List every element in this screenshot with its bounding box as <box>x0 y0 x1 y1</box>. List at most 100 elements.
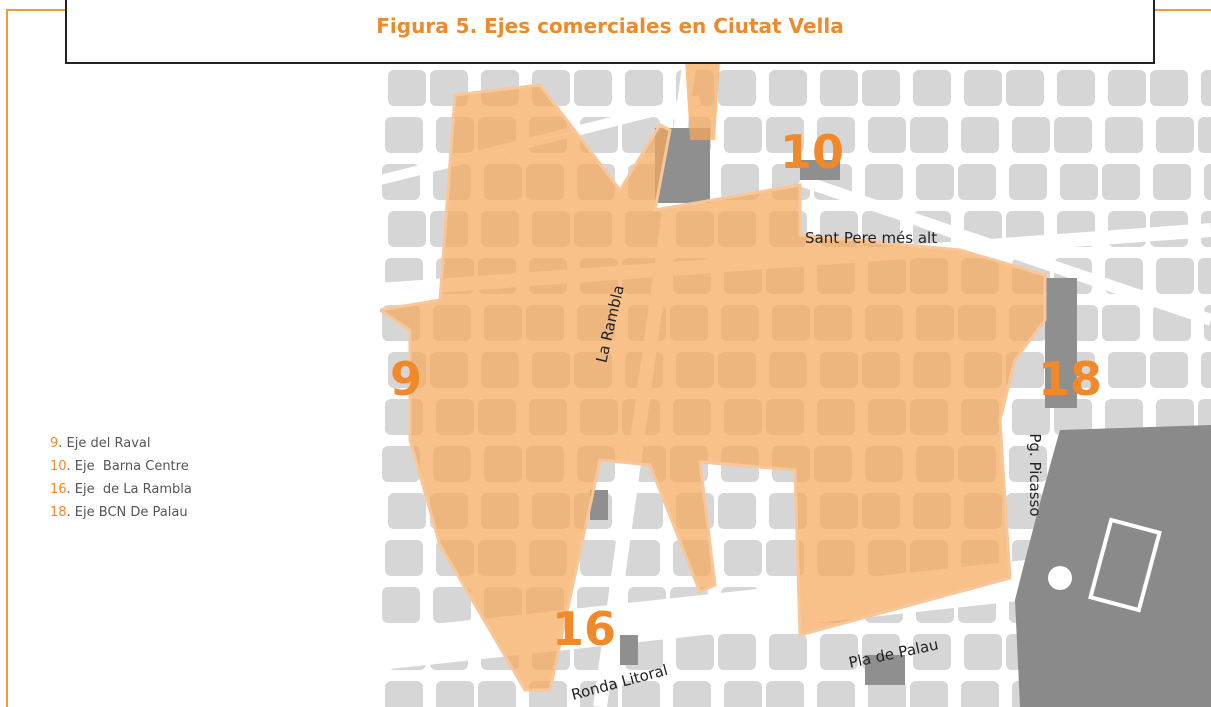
block <box>478 681 516 707</box>
block <box>382 446 420 482</box>
building <box>1045 278 1077 408</box>
block <box>622 681 660 707</box>
block <box>625 70 663 106</box>
building <box>1088 517 1162 613</box>
block <box>1102 164 1140 200</box>
block <box>817 681 855 707</box>
block <box>862 70 900 106</box>
zone-number: 16 <box>552 602 616 656</box>
block <box>868 117 906 153</box>
zone-number: 9 <box>390 352 422 406</box>
block <box>766 681 804 707</box>
block <box>1012 399 1050 435</box>
block <box>865 164 903 200</box>
block <box>436 681 474 707</box>
legend-number: 18 <box>50 505 67 520</box>
title-box: Figura 5. Ejes comerciales en Ciutat Vel… <box>65 0 1155 64</box>
frame-line <box>6 9 8 707</box>
block <box>1198 258 1211 294</box>
block <box>1054 117 1092 153</box>
block <box>433 587 471 623</box>
block <box>958 164 996 200</box>
block <box>673 681 711 707</box>
legend-item: 18. Eje BCN De Palau <box>50 501 192 524</box>
block <box>1153 164 1191 200</box>
block <box>718 70 756 106</box>
block <box>1108 352 1146 388</box>
block <box>622 540 660 576</box>
building <box>620 635 638 665</box>
legend-item: 10. Eje Barna Centre <box>50 455 192 478</box>
legend-text: . Eje BCN De Palau <box>66 505 188 520</box>
block <box>820 634 858 670</box>
commercial-zone <box>685 60 720 140</box>
legend-text: . Eje del Raval <box>58 436 151 451</box>
legend-text: . Eje Barna Centre <box>66 459 189 474</box>
commercial-zone <box>380 83 1047 692</box>
block <box>1105 117 1143 153</box>
block <box>1150 352 1188 388</box>
block <box>1012 117 1050 153</box>
street <box>798 174 1211 326</box>
block <box>1204 164 1211 200</box>
block <box>1006 493 1044 529</box>
park <box>1015 425 1211 707</box>
legend-number: 9 <box>50 436 59 451</box>
block <box>676 634 714 670</box>
block <box>910 681 948 707</box>
legend-number: 16 <box>50 482 67 497</box>
block <box>1156 117 1194 153</box>
block <box>1201 70 1211 106</box>
block <box>769 634 807 670</box>
block <box>913 634 951 670</box>
block <box>382 587 420 623</box>
block <box>1057 70 1095 106</box>
block <box>385 117 423 153</box>
map-area <box>380 60 1211 707</box>
building <box>590 490 608 520</box>
block <box>1006 70 1044 106</box>
block <box>1102 305 1140 341</box>
block <box>721 164 759 200</box>
plaza <box>1048 566 1072 590</box>
block <box>388 211 426 247</box>
block <box>718 634 756 670</box>
street-name: Sant Pere més alt <box>805 229 937 247</box>
block <box>580 540 618 576</box>
block <box>574 70 612 106</box>
block <box>385 540 423 576</box>
block <box>868 681 906 707</box>
block <box>1150 70 1188 106</box>
block <box>1201 352 1211 388</box>
block <box>961 117 999 153</box>
block <box>769 70 807 106</box>
building <box>865 655 905 685</box>
block <box>766 117 804 153</box>
block <box>916 164 954 200</box>
legend-number: 10 <box>50 459 67 474</box>
block <box>388 70 426 106</box>
building <box>800 160 840 180</box>
legend-item: 9. Eje del Raval <box>50 432 192 455</box>
block <box>724 540 762 576</box>
block <box>1009 446 1047 482</box>
block <box>766 540 804 576</box>
block <box>964 634 1002 670</box>
block <box>724 681 762 707</box>
title: Figura 5. Ejes comerciales en Ciutat Vel… <box>376 14 844 38</box>
block <box>913 70 951 106</box>
legend: 9. Eje del Raval 10. Eje Barna Centre 16. … <box>50 432 192 524</box>
block <box>718 493 756 529</box>
street-name: Pg. Picasso <box>1026 433 1044 516</box>
block <box>817 117 855 153</box>
block <box>820 70 858 106</box>
zone-number: 10 <box>780 125 844 179</box>
block <box>1198 117 1211 153</box>
legend-item: 16. Eje de La Rambla <box>50 478 192 501</box>
block <box>862 211 900 247</box>
block <box>910 117 948 153</box>
block <box>724 117 762 153</box>
legend-text: . Eje de La Rambla <box>66 482 192 497</box>
